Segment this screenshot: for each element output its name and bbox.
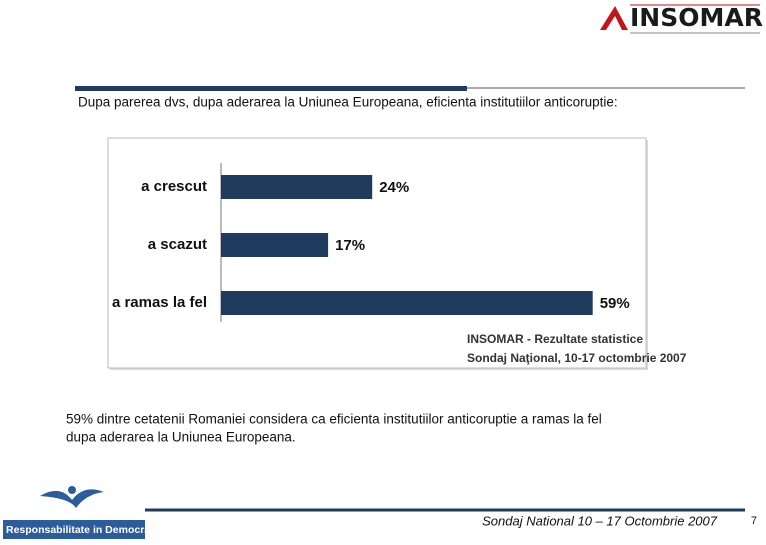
footer-logo-text: Responsabilitate in Democratie — [6, 524, 163, 536]
chart: a crescut 24% a scazut 17% a ramas la fel 59% — [112, 163, 630, 322]
bar — [221, 291, 593, 315]
page-number: 7 — [751, 515, 757, 527]
value-label: 17% — [335, 237, 365, 254]
footer-logo: Responsabilitate in Democratie — [3, 486, 163, 539]
chart-frame — [107, 137, 647, 369]
category-label: a crescut — [141, 178, 207, 195]
source-note: INSOMAR - Rezultate statistice — [467, 332, 643, 346]
source-note: Sondaj Naţional, 10-17 octombrie 2007 — [467, 351, 687, 365]
category-label: a ramas la fel — [112, 294, 207, 311]
category-label: a scazut — [148, 236, 207, 253]
rule-accent — [75, 86, 467, 91]
logo: INSOMAR — [600, 3, 763, 34]
footer-note: Sondaj National 10 – 17 Octombrie 2007 — [482, 513, 718, 528]
question: Dupa parerea dvs, dupa aderarea la Uniun… — [78, 95, 618, 110]
value-label: 24% — [379, 179, 409, 196]
bar — [221, 233, 329, 257]
summary: 59% dintre cetatenii Romaniei considera … — [66, 412, 602, 427]
logo-text: INSOMAR — [630, 3, 763, 32]
value-label: 59% — [600, 295, 630, 312]
bar — [221, 175, 373, 199]
summary: dupa aderarea la Uniunea Europeana. — [66, 430, 296, 445]
